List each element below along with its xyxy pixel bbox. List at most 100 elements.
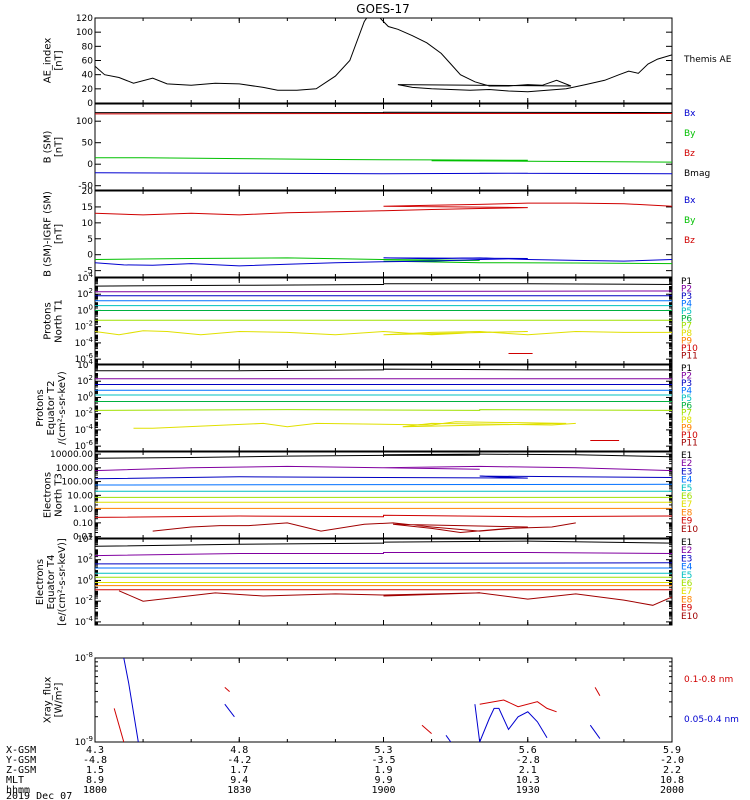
series-line-0-05-0-4-nm [123, 658, 139, 742]
y-tick-label: 100.00 [62, 478, 94, 488]
series-line-bx [95, 257, 672, 267]
legend-entry: Bx [684, 196, 696, 206]
panel-legend: Themis AE [683, 55, 732, 65]
legend-entry: P10 [681, 431, 698, 441]
legend-entry: P5 [681, 307, 692, 317]
series-group [95, 283, 672, 354]
y-tick-label: 120 [76, 14, 93, 24]
x-tick-value: 10.8 [660, 775, 684, 786]
y-axis-label: AE_index [43, 38, 54, 84]
legend-entry: E1 [681, 538, 692, 548]
series-group [95, 453, 672, 534]
legend-entry: By [684, 216, 696, 226]
x-tick-value: 1830 [227, 785, 251, 796]
y-tick-label: 10-4 [75, 615, 94, 628]
legend-entry: 0.1-0.8 nm [684, 675, 733, 685]
series-line-0-05-0-4-nm [589, 724, 601, 739]
y-tick-label: 10 [82, 219, 94, 229]
x-tick-value: 8.9 [86, 775, 104, 786]
series-line-e3 [95, 562, 672, 565]
y-tick-label: 1.00 [73, 505, 93, 515]
y-tick-label: 10-4 [75, 336, 94, 349]
plot-title: GOES-17 [356, 2, 410, 16]
x-tick-value: 1.5 [86, 765, 104, 776]
y-axis-label: Protons [43, 302, 54, 339]
series-line-e1 [95, 453, 672, 459]
x-tick-value: 1.7 [230, 765, 248, 776]
y-tick-label: 50 [82, 139, 94, 149]
x-tick-value: 1800 [83, 785, 107, 796]
y-axis-label: [W/m²] [54, 682, 65, 717]
series-group [95, 368, 672, 441]
x-tick-value: 4.8 [230, 745, 248, 756]
y-axis-label: Protons [35, 389, 46, 426]
legend-entry: P8 [681, 329, 692, 339]
y-tick-label: 15 [82, 203, 93, 213]
x-tick-value: 1930 [516, 785, 540, 796]
panel-frame [94, 451, 673, 539]
y-tick-label: 0 [87, 251, 93, 261]
legend-entry: E9 [681, 517, 693, 527]
legend-entry: E4 [681, 476, 693, 486]
series-line-e2 [95, 552, 672, 557]
y-tick-label: 20 [82, 187, 94, 197]
legend-entry: E6 [681, 492, 693, 502]
x-tick-value: 1900 [371, 785, 395, 796]
y-axis-label: Electrons [43, 472, 54, 518]
panel-ae: 0 20 40 60 80 100 120 AE_index [nT] Themis AE [43, 14, 732, 109]
legend-entry: P9 [681, 337, 692, 347]
y-tick-label: 102 [77, 374, 93, 387]
date-label: 2019 Dec 07 [6, 791, 72, 800]
legend-entry: Bz [684, 236, 695, 246]
legend-entry: P11 [681, 352, 698, 362]
legend-entry: P1 [681, 364, 692, 374]
series-line-p7 [95, 409, 672, 411]
legend-entry: P3 [681, 292, 692, 302]
series-group [113, 658, 601, 742]
series-line-e10 [118, 590, 672, 606]
series-line-p8 [95, 330, 672, 336]
panel-frame [94, 364, 673, 452]
y-tick-label: 10-8 [75, 651, 93, 664]
x-row-label: MLT [6, 775, 24, 786]
y-tick-label: 100 [77, 390, 93, 403]
y-tick-label: 100 [77, 573, 93, 586]
legend-entry: E7 [681, 587, 692, 597]
x-tick-value: -3.5 [371, 755, 395, 766]
y-tick-label: -50 [78, 182, 93, 192]
y-tick-label: 0.01 [73, 533, 93, 543]
y-axis-label: Electrons [35, 559, 46, 605]
panel-b: -50 0 50 100 B (SM) [nT] Bx By Bz Bmag [43, 103, 710, 192]
y-tick-label: 10.00 [67, 491, 93, 501]
legend-entry: By [684, 129, 696, 139]
legend-entry: Bz [684, 149, 695, 159]
panel-frame [94, 103, 673, 191]
series-line-0-05-0-4-nm [224, 703, 235, 718]
series-line-0-1-0-8-nm [479, 699, 557, 713]
legend-entry: P7 [681, 409, 692, 419]
legend-entry: P3 [681, 379, 692, 389]
y-tick-label: 10000.00 [50, 450, 93, 460]
x-tick-value: 2.1 [519, 765, 537, 776]
x-tick-value: 1.9 [374, 765, 392, 776]
legend-entry: P4 [681, 299, 692, 309]
y-tick-label: 60 [82, 57, 94, 67]
series-line-p8 [133, 421, 576, 429]
y-tick-label: 102 [77, 287, 93, 300]
y-axis-label: North T1 [54, 299, 65, 343]
series-line-0-05-0-4-nm [445, 735, 452, 742]
series-line-e1 [95, 540, 672, 547]
legend-entry: P2 [681, 371, 692, 381]
y-tick-label: 5 [87, 235, 93, 245]
x-tick-value: 4.3 [86, 745, 104, 756]
legend-entry: P6 [681, 401, 692, 411]
x-tick-value: 2000 [660, 785, 684, 796]
legend-entry: E10 [681, 612, 698, 622]
legend-entry: E2 [681, 459, 692, 469]
series-line-e2 [95, 465, 672, 472]
series-line-0-1-0-8-nm [224, 687, 230, 692]
